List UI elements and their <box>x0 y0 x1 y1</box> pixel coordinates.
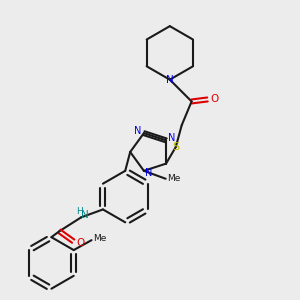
Text: N: N <box>166 75 174 85</box>
Text: N: N <box>145 168 152 178</box>
Text: N: N <box>168 134 176 143</box>
Text: Me: Me <box>167 174 180 183</box>
Text: O: O <box>76 238 84 248</box>
Text: N: N <box>134 126 142 136</box>
Text: Me: Me <box>93 234 106 243</box>
Text: O: O <box>210 94 218 104</box>
Text: H: H <box>76 207 83 216</box>
Text: N: N <box>81 210 89 220</box>
Text: S: S <box>172 142 179 152</box>
